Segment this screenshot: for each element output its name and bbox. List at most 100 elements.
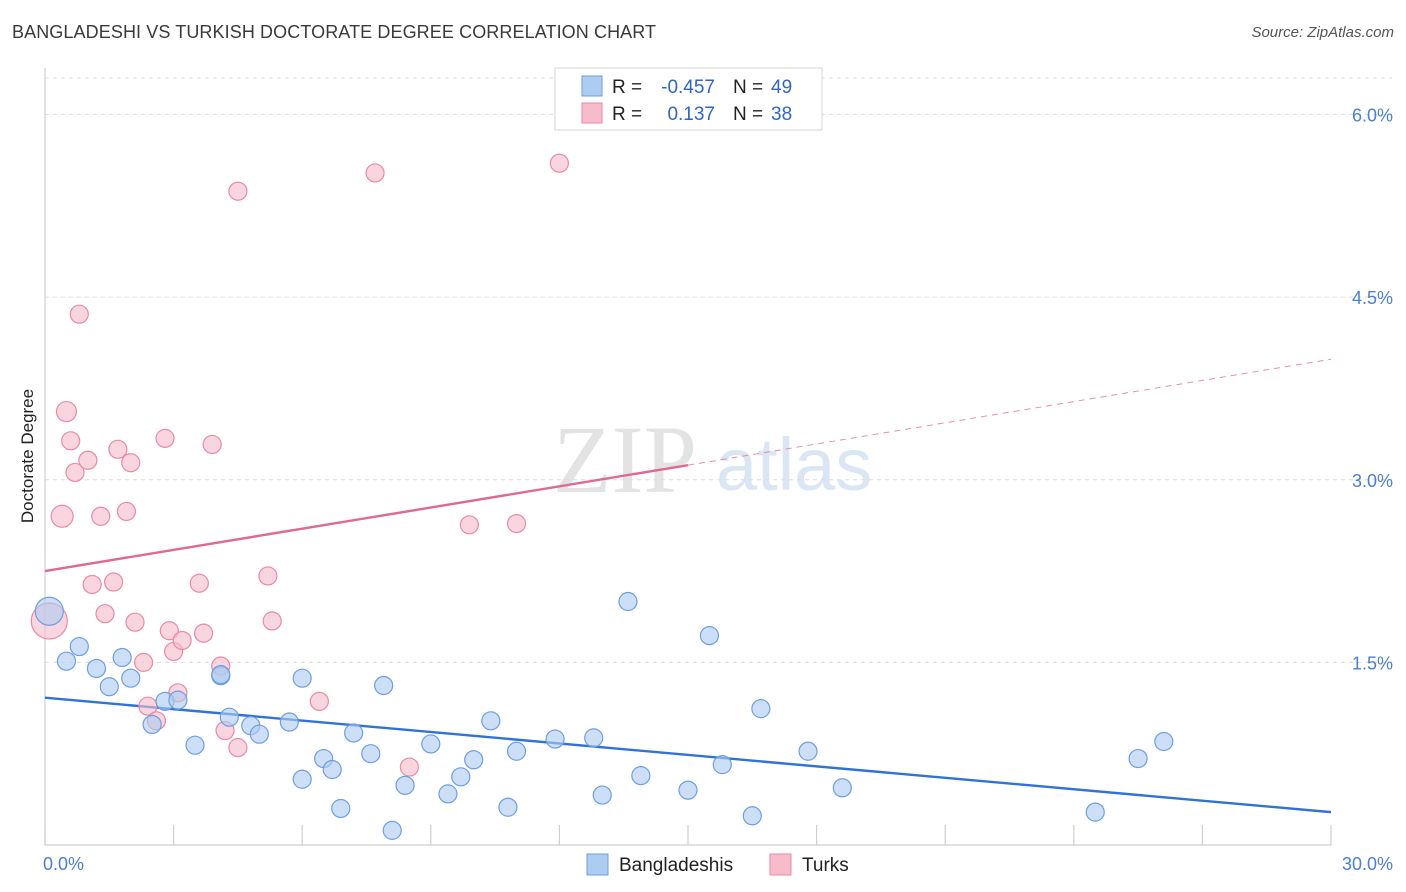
legend-n-label: N =: [733, 77, 763, 98]
bangladeshi-point: [292, 769, 312, 789]
bangladeshi-point: [451, 767, 471, 787]
turk-point: [189, 573, 209, 593]
bangladeshi-point: [249, 724, 269, 744]
grid-lines: [45, 77, 1392, 663]
turk-point: [69, 304, 89, 324]
bangladeshi-point: [1128, 748, 1148, 769]
legend-n-label: N =: [733, 104, 763, 125]
bangladeshi-point: [219, 707, 239, 727]
bangladeshis-points: [34, 591, 1174, 840]
turk-point: [78, 450, 98, 470]
turk-point: [155, 428, 175, 448]
legend-swatch-turks: [769, 853, 792, 876]
stats-legend: R = -0.457 N = 49 R = 0.137 N = 38: [554, 67, 823, 131]
turk-point: [262, 611, 282, 631]
trend-lines: [44, 358, 1332, 814]
bangladeshi-point: [798, 741, 818, 761]
bangladeshi-point: [292, 668, 312, 688]
legend-label-bangladeshis: Bangladeshis: [619, 855, 733, 876]
x-tick-labels: 0.0% 30.0%: [43, 854, 1393, 874]
bangladeshi-point: [618, 591, 638, 612]
turk-point: [55, 400, 78, 423]
turk-point: [121, 453, 141, 473]
turk-point: [108, 439, 128, 459]
source-credit: Source: ZipAtlas.com: [1251, 24, 1394, 41]
bangladeshi-point: [121, 668, 141, 688]
bangladeshi-point: [545, 729, 565, 749]
legend-r-value: -0.457: [661, 77, 715, 98]
y-tick-labels: 1.5% 3.0% 4.5% 6.0%: [1352, 106, 1393, 674]
x-tick-label: 30.0%: [1342, 854, 1393, 874]
bangladeshi-point: [498, 797, 518, 817]
turk-point: [103, 572, 124, 592]
chart-title: BANGLADESHI VS TURKISH DOCTORATE DEGREE …: [12, 22, 657, 42]
bangladeshi-point: [361, 744, 381, 764]
legend-swatch-pink: [581, 102, 603, 124]
turk-point: [506, 513, 527, 534]
turk-point: [91, 506, 111, 526]
bangladeshi-point: [481, 711, 501, 731]
bangladeshi-point: [421, 734, 441, 754]
y-tick-label: 6.0%: [1352, 106, 1393, 126]
bangladeshi-point: [112, 647, 132, 668]
bangladeshi-point: [438, 784, 458, 804]
turk-point: [61, 431, 81, 451]
bangladeshi-point: [742, 806, 762, 826]
turk-point: [549, 153, 570, 173]
bangladeshi-point: [395, 775, 415, 795]
legend-r-value: 0.137: [667, 104, 715, 125]
bangladeshi-point: [168, 690, 188, 710]
bangladeshi-point: [712, 755, 732, 775]
bangladeshi-point: [185, 735, 205, 755]
bangladeshi-point: [56, 651, 77, 671]
turks-points: [30, 153, 570, 777]
turk-trend-line: [687, 358, 1332, 466]
turk-point: [125, 612, 145, 632]
bangladeshi-point: [678, 780, 698, 800]
legend-swatch-bangladeshis: [586, 853, 609, 876]
turk-point: [159, 621, 179, 641]
y-tick-label: 1.5%: [1352, 653, 1393, 673]
turk-point: [228, 738, 248, 758]
turk-point: [172, 630, 192, 651]
y-axis-label: Doctorate Degree: [18, 389, 37, 523]
bangladeshi-point: [382, 820, 402, 840]
turk-point: [309, 691, 329, 711]
legend-n-value: 38: [771, 104, 792, 125]
bangladeshi-point: [1085, 802, 1105, 822]
legend-n-value: 49: [771, 77, 792, 98]
bangladeshi-point: [751, 699, 771, 719]
bangladeshi-point: [322, 759, 342, 780]
watermark-zip: ZIP: [553, 406, 697, 513]
turk-point: [459, 515, 479, 535]
turk-point: [399, 757, 419, 777]
legend-r-label: R =: [612, 104, 642, 125]
bangladeshi-point: [344, 723, 364, 743]
bangladeshi-point: [506, 741, 527, 761]
bangladeshi-point: [832, 778, 852, 798]
series-legend: Bangladeshis Turks: [586, 853, 849, 876]
legend-swatch-blue: [581, 75, 603, 97]
y-tick-label: 4.5%: [1352, 288, 1393, 308]
watermark-atlas: atlas: [716, 423, 872, 506]
bangladeshi-point: [699, 625, 720, 646]
turk-point: [258, 566, 278, 586]
turk-point: [365, 163, 385, 183]
bangladeshi-point: [1154, 731, 1174, 752]
bangladeshi-point: [592, 785, 612, 805]
bangladeshi-point: [69, 636, 89, 657]
turk-point: [133, 652, 154, 672]
turk-point: [50, 504, 74, 528]
bangladeshi-point: [631, 766, 651, 786]
y-tick-label: 3.0%: [1352, 471, 1393, 491]
bangladeshi-point: [86, 658, 107, 679]
bangladeshi-point: [331, 798, 351, 819]
bangladeshi-point: [374, 675, 394, 696]
legend-r-label: R =: [612, 77, 642, 98]
bangladeshi-trend-line: [44, 696, 1332, 814]
turk-point: [202, 434, 222, 455]
bangladeshi-point: [34, 596, 64, 626]
turk-point: [194, 623, 214, 643]
turk-point: [228, 181, 248, 201]
